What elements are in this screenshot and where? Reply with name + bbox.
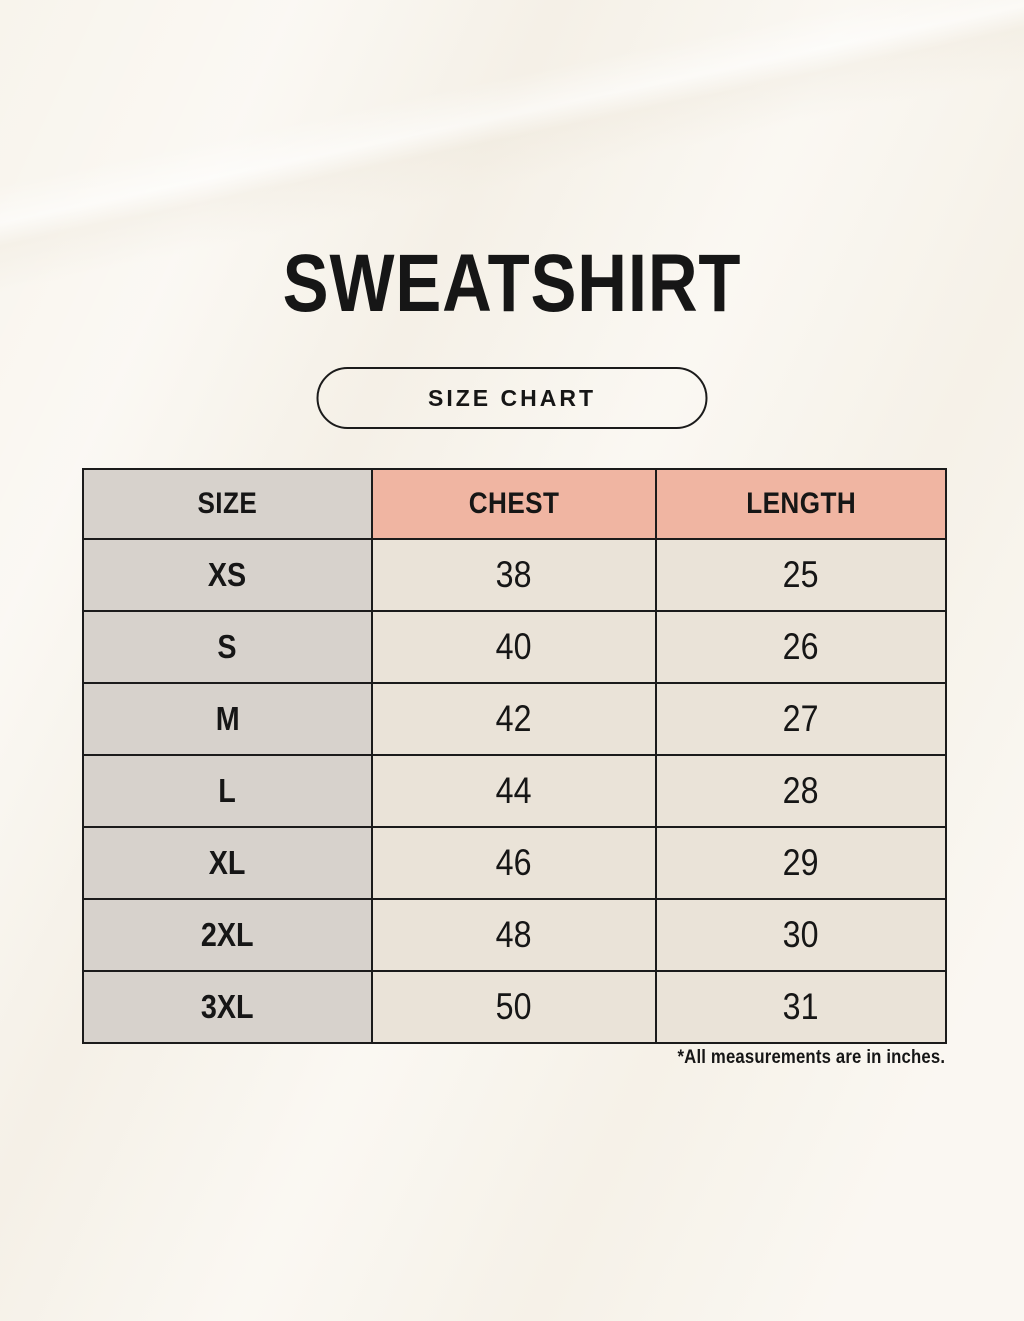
cell-text: 3XL bbox=[201, 988, 254, 1025]
size-label-cell: 2XL bbox=[82, 898, 373, 972]
cell-text: XL bbox=[209, 844, 246, 881]
column-header-chest: CHEST bbox=[371, 468, 657, 540]
cell-text: 29 bbox=[783, 842, 819, 883]
length-value-cell: 31 bbox=[655, 970, 947, 1044]
length-value-cell: 29 bbox=[655, 826, 947, 900]
cell-text: S bbox=[217, 628, 238, 665]
size-label-cell: M bbox=[82, 682, 373, 756]
size-label-cell: 3XL bbox=[82, 970, 373, 1044]
cell-text: 30 bbox=[783, 914, 819, 955]
cell-text: LENGTH bbox=[746, 487, 856, 520]
size-label-cell: XS bbox=[82, 538, 373, 612]
cell-text: XS bbox=[208, 556, 247, 593]
table-row-3xl: 3XL 50 31 bbox=[82, 970, 947, 1044]
chest-value-cell: 48 bbox=[371, 898, 657, 972]
size-chart-badge: SIZE CHART bbox=[316, 367, 708, 429]
size-label-cell: S bbox=[82, 610, 373, 684]
chest-value-cell: 46 bbox=[371, 826, 657, 900]
cell-text: 46 bbox=[496, 842, 532, 883]
cell-text: 28 bbox=[783, 770, 819, 811]
page-title: SWEATSHIRT bbox=[0, 243, 1024, 325]
header-row: SIZE CHEST LENGTH bbox=[82, 468, 947, 540]
cell-text: SIZE bbox=[197, 487, 258, 520]
length-value-cell: 25 bbox=[655, 538, 947, 612]
cell-text: M bbox=[215, 700, 240, 737]
size-label-cell: L bbox=[82, 754, 373, 828]
table-row-xl: XL 46 29 bbox=[82, 826, 947, 900]
column-header-size: SIZE bbox=[82, 468, 373, 540]
table-row-l: L 44 28 bbox=[82, 754, 947, 828]
table-row-m: M 42 27 bbox=[82, 682, 947, 756]
cell-text: L bbox=[218, 772, 237, 809]
cell-text: 50 bbox=[496, 986, 532, 1027]
cell-text: 40 bbox=[496, 626, 532, 667]
cell-text: 27 bbox=[783, 698, 819, 739]
cell-text: 38 bbox=[496, 554, 532, 595]
cell-text: 31 bbox=[783, 986, 819, 1027]
chest-value-cell: 40 bbox=[371, 610, 657, 684]
table-row-s: S 40 26 bbox=[82, 610, 947, 684]
cell-text: CHEST bbox=[468, 487, 560, 520]
column-header-length: LENGTH bbox=[655, 468, 947, 540]
length-value-cell: 27 bbox=[655, 682, 947, 756]
cell-text: 26 bbox=[783, 626, 819, 667]
cell-text: 48 bbox=[496, 914, 532, 955]
size-label-cell: XL bbox=[82, 826, 373, 900]
chest-value-cell: 42 bbox=[371, 682, 657, 756]
length-value-cell: 26 bbox=[655, 610, 947, 684]
table-row-xs: XS 38 25 bbox=[82, 538, 947, 612]
cell-text: 25 bbox=[783, 554, 819, 595]
chest-value-cell: 38 bbox=[371, 538, 657, 612]
length-value-cell: 28 bbox=[655, 754, 947, 828]
length-value-cell: 30 bbox=[655, 898, 947, 972]
measurements-footnote: *All measurements are in inches. bbox=[641, 1047, 945, 1069]
size-table: SIZE CHEST LENGTH XS 38 25 S 40 26 M 42 … bbox=[82, 468, 947, 1044]
chest-value-cell: 44 bbox=[371, 754, 657, 828]
page-title-text: SWEATSHIRT bbox=[282, 238, 742, 329]
cell-text: 42 bbox=[496, 698, 532, 739]
measurements-footnote-text: *All measurements are in inches. bbox=[677, 1047, 945, 1068]
cell-text: 2XL bbox=[201, 916, 254, 953]
size-chart-badge-label: SIZE CHART bbox=[428, 384, 596, 411]
table-row-2xl: 2XL 48 30 bbox=[82, 898, 947, 972]
cell-text: 44 bbox=[496, 770, 532, 811]
chest-value-cell: 50 bbox=[371, 970, 657, 1044]
